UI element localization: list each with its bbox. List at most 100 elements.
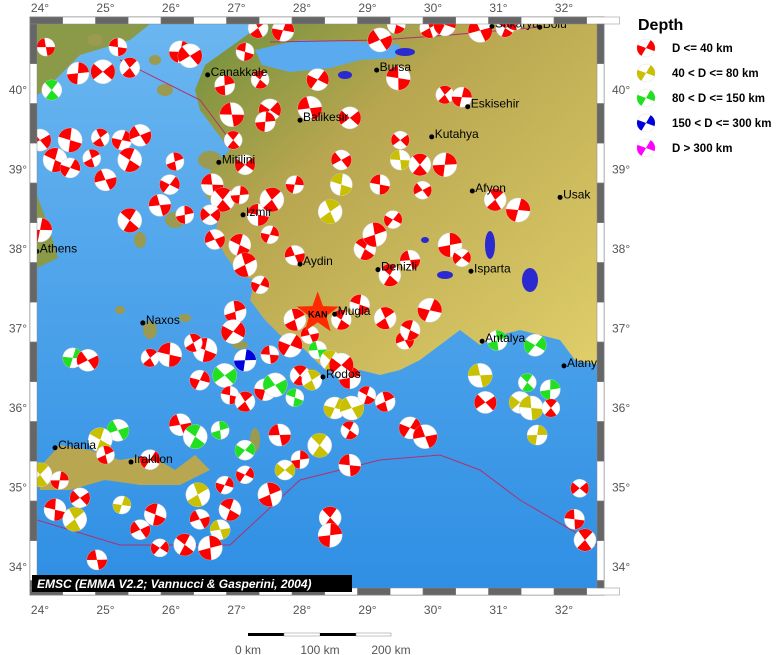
- focal-mechanism[interactable]: [503, 195, 532, 224]
- city-alanya[interactable]: Alanya: [561, 356, 605, 370]
- focal-mechanism[interactable]: [414, 294, 445, 325]
- city-canakkale[interactable]: Canakkale: [205, 65, 268, 79]
- focal-mechanism[interactable]: [219, 385, 240, 406]
- focal-mechanism[interactable]: [113, 143, 146, 176]
- focal-mechanism[interactable]: [324, 348, 358, 382]
- focal-mechanism[interactable]: [141, 500, 170, 529]
- focal-mechanism[interactable]: [373, 389, 397, 413]
- city-usak[interactable]: Usak: [557, 187, 592, 201]
- focal-mechanism[interactable]: [245, 202, 270, 227]
- city-sakarya[interactable]: Sakarya: [489, 16, 539, 30]
- focal-mechanism[interactable]: [86, 549, 108, 571]
- focal-mechanism[interactable]: [388, 128, 413, 153]
- focal-mechanism[interactable]: [274, 329, 307, 362]
- focal-mechanism[interactable]: [216, 315, 250, 349]
- focal-mechanism[interactable]: [104, 416, 132, 444]
- focal-mechanism[interactable]: [355, 383, 379, 407]
- focal-mechanism[interactable]: [174, 39, 207, 72]
- focal-mechanism[interactable]: [254, 111, 276, 133]
- focal-mechanism[interactable]: [338, 453, 362, 477]
- focal-mechanism[interactable]: [515, 370, 540, 395]
- focal-mechanism[interactable]: [271, 456, 299, 484]
- focal-mechanism[interactable]: [86, 55, 120, 89]
- focal-mechanism[interactable]: [138, 346, 163, 371]
- focal-mechanism[interactable]: [234, 41, 256, 63]
- focal-mechanism[interactable]: [449, 245, 474, 270]
- focal-mechanism[interactable]: [467, 363, 493, 388]
- map-area[interactable]: Bolu Sakarya Canakkale Bursa Eskisehir Balike…: [23, 8, 604, 588]
- city-isparta[interactable]: Isparta: [468, 261, 511, 275]
- focal-mechanism[interactable]: [480, 185, 510, 215]
- city-athens[interactable]: Athens: [34, 241, 77, 255]
- focal-mechanism[interactable]: [231, 388, 258, 415]
- focal-mechanism[interactable]: [368, 173, 391, 196]
- legend-beachball-icon[interactable]: [634, 86, 659, 111]
- focal-mechanism[interactable]: [470, 387, 501, 418]
- focal-mechanism[interactable]: [148, 193, 172, 217]
- focal-mechanism[interactable]: [450, 85, 474, 109]
- focal-mechanism[interactable]: [187, 507, 212, 532]
- focal-mechanism[interactable]: [49, 470, 70, 491]
- focal-mechanism[interactable]: [233, 462, 258, 487]
- focal-mechanism[interactable]: [374, 260, 405, 291]
- focal-mechanism[interactable]: [317, 522, 343, 548]
- focal-mechanism[interactable]: [364, 24, 395, 55]
- focal-mechanism[interactable]: [296, 95, 323, 122]
- focal-mechanism[interactable]: [231, 436, 259, 464]
- focal-mechanism[interactable]: [165, 151, 186, 172]
- focal-mechanism[interactable]: [213, 473, 237, 497]
- focal-mechanism[interactable]: [108, 37, 128, 57]
- focal-mechanism[interactable]: [268, 423, 291, 447]
- focal-mechanism[interactable]: [25, 125, 55, 155]
- city-mugla[interactable]: Mugla: [332, 304, 371, 318]
- legend-beachball-icon[interactable]: [634, 61, 659, 86]
- focal-mechanism[interactable]: [156, 171, 184, 199]
- focal-mechanism[interactable]: [493, 16, 518, 41]
- focal-mechanism[interactable]: [169, 529, 200, 560]
- focal-mechanism[interactable]: [567, 476, 592, 501]
- focal-mechanism[interactable]: [215, 495, 245, 525]
- focal-mechanism[interactable]: [127, 516, 154, 543]
- focal-mechanism[interactable]: [410, 178, 434, 202]
- city-naxos[interactable]: Naxos: [140, 313, 180, 327]
- focal-mechanism[interactable]: [384, 13, 408, 37]
- city-denizli[interactable]: Denizli: [375, 260, 417, 274]
- city-antalya[interactable]: Antalya: [479, 331, 526, 345]
- legend-beachball-icon[interactable]: [634, 111, 659, 136]
- city-eskisehir[interactable]: Eskisehir: [465, 97, 519, 111]
- city-afyon[interactable]: Afyon: [469, 181, 506, 195]
- city-iraklion[interactable]: Iraklion: [128, 452, 173, 466]
- focal-mechanism[interactable]: [371, 304, 400, 333]
- focal-mechanism[interactable]: [73, 346, 102, 375]
- focal-mechanism[interactable]: [147, 535, 172, 560]
- legend-beachball-icon[interactable]: [634, 136, 659, 161]
- city-mitilini[interactable]: Mitilini: [216, 152, 255, 166]
- focal-mechanism[interactable]: [302, 64, 333, 95]
- focal-mechanism[interactable]: [37, 37, 56, 57]
- focal-mechanism[interactable]: [66, 62, 90, 85]
- focal-mechanism[interactable]: [411, 423, 439, 451]
- focal-mechanism[interactable]: [155, 340, 184, 369]
- focal-mechanism[interactable]: [314, 196, 346, 228]
- focal-mechanism[interactable]: [465, 16, 494, 45]
- focal-mechanism[interactable]: [92, 167, 119, 194]
- focal-mechanism[interactable]: [175, 205, 195, 225]
- focal-mechanism[interactable]: [231, 151, 259, 179]
- focal-mechanism[interactable]: [299, 367, 325, 393]
- focal-mechanism[interactable]: [259, 369, 291, 401]
- city-izmir[interactable]: Izmir: [240, 205, 272, 219]
- city-aydin[interactable]: Aydin: [297, 254, 333, 268]
- focal-mechanism[interactable]: [247, 67, 272, 92]
- focal-mechanism[interactable]: [258, 223, 281, 246]
- focal-mechanism[interactable]: [256, 480, 285, 509]
- focal-mechanism[interactable]: [399, 249, 421, 271]
- focal-mechanism[interactable]: [283, 386, 306, 409]
- focal-mechanism[interactable]: [260, 345, 280, 364]
- focal-mechanism[interactable]: [187, 367, 214, 394]
- focal-mechanism[interactable]: [219, 102, 245, 127]
- focal-mechanism[interactable]: [55, 125, 85, 155]
- focal-mechanism[interactable]: [380, 207, 405, 232]
- focal-mechanism[interactable]: [269, 16, 297, 44]
- focal-mechanism[interactable]: [113, 203, 147, 237]
- focal-mechanism[interactable]: [95, 444, 117, 466]
